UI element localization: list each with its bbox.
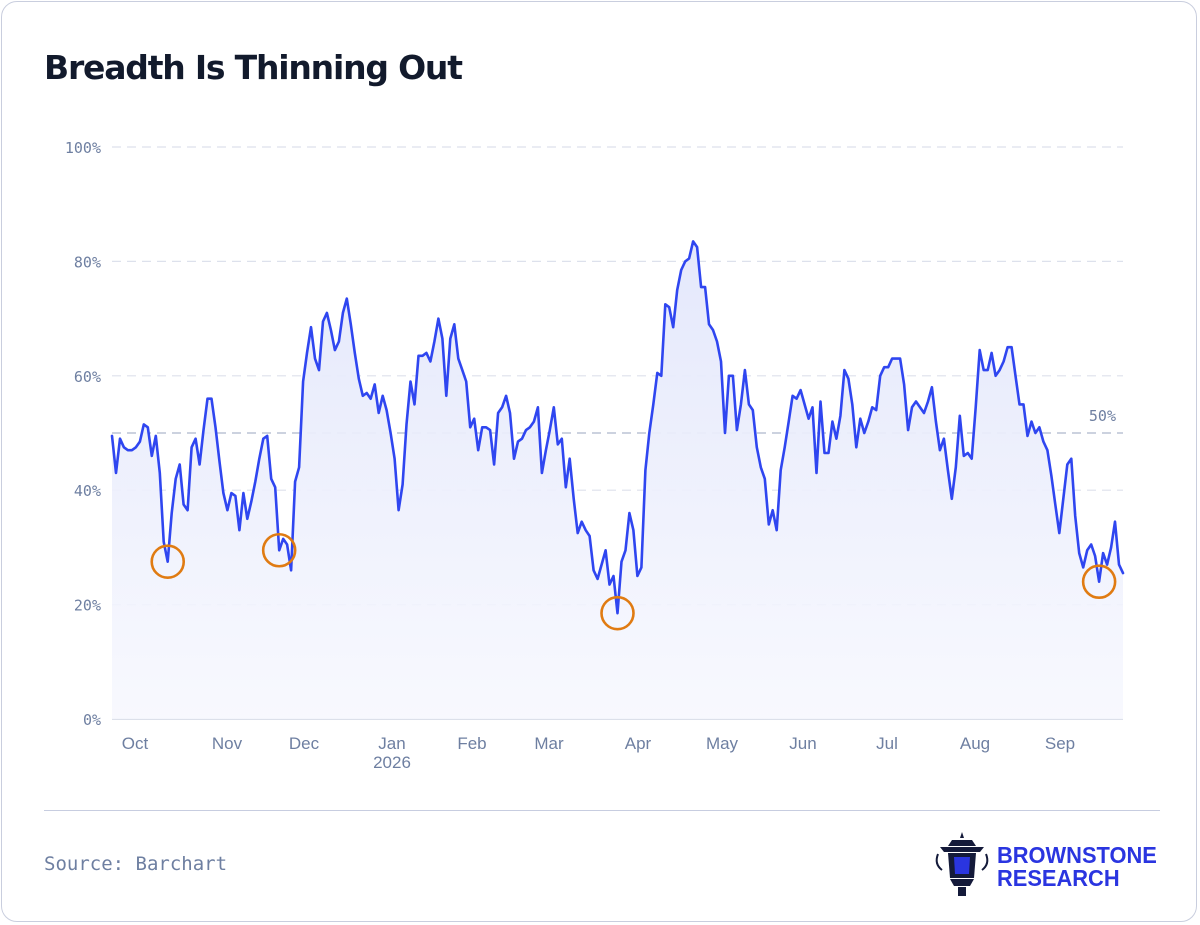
- axis-labels: 0% 20% 40% 60% 80% 100% 50% Oct Nov Dec Jan Feb Mar A…: [65, 139, 1116, 772]
- series-area: [112, 241, 1123, 719]
- x-tick-label: Aug: [960, 734, 990, 753]
- low-marker-circle: [600, 595, 635, 631]
- low-markers: [150, 532, 1117, 631]
- brand-line-2: RESEARCH: [997, 865, 1120, 891]
- y-tick-label: 40%: [74, 482, 101, 500]
- x-tick-label: Jun: [789, 734, 816, 753]
- series-path: [110, 240, 1125, 615]
- x-tick-label: Oct: [122, 734, 149, 753]
- x-tick-label: Jan: [378, 734, 405, 753]
- low-marker-circle: [1081, 564, 1117, 600]
- y-tick-label: 20%: [74, 597, 101, 615]
- y-tick-label: 0%: [83, 711, 101, 729]
- footer-divider: [44, 810, 1160, 811]
- low-marker-circle: [150, 544, 186, 580]
- x-tick-label: Dec: [289, 734, 320, 753]
- low-marker-circle: [261, 532, 297, 568]
- series-line: [110, 240, 1125, 615]
- brand-logo: BROWNSTONE RESEARCH: [930, 830, 1170, 900]
- lantern-icon: [935, 832, 989, 896]
- chart-title: Breadth Is Thinning Out: [44, 48, 463, 87]
- x-tick-label: Jul: [876, 734, 898, 753]
- x-tick-label: May: [706, 734, 739, 753]
- x-tick-label: Sep: [1045, 734, 1075, 753]
- brand-line-1: BROWNSTONE: [997, 842, 1157, 868]
- y-tick-label: 100%: [65, 139, 101, 157]
- reference-line-label: 50%: [1089, 407, 1116, 425]
- brand-wordmark: BROWNSTONE RESEARCH: [997, 844, 1157, 890]
- area-fill: [112, 241, 1123, 719]
- x-tick-label: Apr: [625, 734, 652, 753]
- y-tick-label: 80%: [74, 253, 101, 271]
- x-tick-label: Mar: [534, 734, 564, 753]
- source-note: Source: Barchart: [44, 853, 228, 875]
- x-tick-label: Feb: [457, 734, 486, 753]
- x-tick-label: Nov: [212, 734, 243, 753]
- y-tick-label: 60%: [74, 368, 101, 386]
- x-tick-year-label: 2026: [373, 753, 411, 772]
